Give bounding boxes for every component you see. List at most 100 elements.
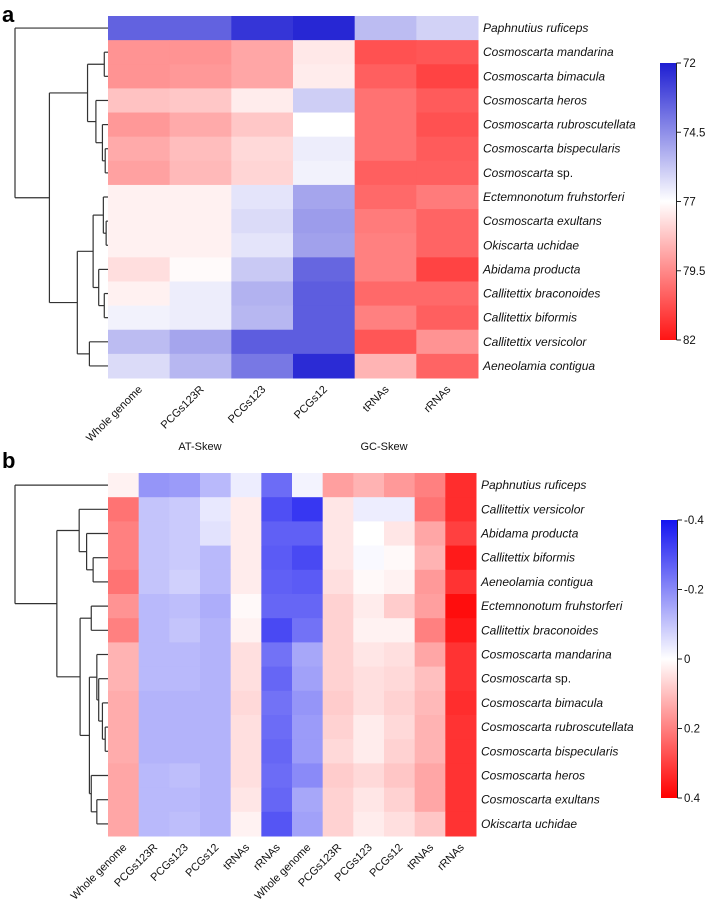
heatmap-cell — [384, 521, 416, 547]
heatmap-cell — [261, 715, 293, 740]
heatmap-cell — [414, 715, 446, 740]
dendrogram — [14, 27, 108, 367]
heatmap-cell — [169, 642, 201, 668]
heatmap-cell — [138, 811, 170, 837]
heatmap-cell — [354, 233, 417, 258]
heatmap-cell — [108, 160, 171, 186]
heatmap-cell — [445, 690, 477, 716]
heatmap-cell — [231, 233, 294, 258]
heatmap-cell — [445, 642, 477, 668]
row-label: Abidama producta — [482, 262, 581, 276]
heatmap-cell — [230, 739, 262, 764]
heatmap-cell — [108, 715, 140, 740]
colorbar-tick-label: 77 — [683, 197, 696, 209]
heatmap-cell — [230, 545, 262, 571]
heatmap-cell — [354, 281, 417, 307]
column-label: tRNAs — [221, 841, 252, 872]
heatmap-cell — [231, 305, 294, 331]
heatmap-cell — [138, 521, 170, 547]
heatmap-cell — [445, 715, 477, 740]
heatmap-cell — [169, 545, 201, 571]
heatmap-cell — [416, 40, 479, 65]
heatmap-cell — [138, 497, 170, 522]
heatmap-cell — [414, 569, 446, 595]
heatmap-cell — [354, 160, 417, 186]
heatmap-cell — [200, 569, 232, 595]
heatmap-cell — [292, 811, 324, 837]
heatmap-cell — [200, 521, 232, 547]
heatmap-cell — [384, 811, 416, 837]
group-label: AT-Skew — [178, 441, 221, 453]
heatmap-cell — [292, 715, 324, 740]
heatmap-cell — [108, 594, 140, 619]
heatmap-cell — [261, 739, 293, 764]
column-label: rRNAs — [422, 383, 454, 415]
column-label: Whole genome — [69, 842, 130, 900]
heatmap-cell — [353, 545, 385, 571]
heatmap-cell — [354, 64, 417, 89]
heatmap-cell — [261, 763, 293, 789]
heatmap-cell — [169, 690, 201, 716]
heatmap-cell — [384, 618, 416, 643]
heatmap-cell — [230, 811, 262, 837]
heatmap-cell — [292, 497, 324, 522]
heatmap-cell — [261, 666, 293, 692]
heatmap-cell — [200, 594, 232, 619]
heatmap-cell — [445, 811, 477, 837]
heatmap-cell — [293, 233, 356, 258]
heatmap-cell — [261, 497, 293, 522]
heatmap-cell — [261, 618, 293, 643]
heatmap-cell — [292, 545, 324, 571]
heatmap-cell — [231, 160, 294, 186]
heatmap-cell — [231, 88, 294, 114]
heatmap-cell — [293, 160, 356, 186]
heatmap-cell — [108, 739, 140, 764]
heatmap-cell — [169, 666, 201, 692]
heatmap-cell — [169, 715, 201, 740]
heatmap-cell — [416, 305, 479, 331]
heatmap-cell — [230, 763, 262, 789]
row-label: Cosmoscarta sp. — [483, 166, 573, 180]
heatmap-cell — [138, 618, 170, 643]
heatmap-cell — [169, 233, 232, 258]
heatmap-cell — [445, 473, 477, 498]
heatmap-cell — [292, 594, 324, 619]
dendrogram — [14, 484, 108, 825]
heatmap-cell — [384, 545, 416, 571]
heatmap-cell — [293, 112, 356, 138]
heatmap-cell — [231, 329, 294, 355]
heatmap-cell — [293, 64, 356, 89]
heatmap-cell — [416, 257, 479, 282]
heatmap-cell — [353, 473, 385, 498]
row-label: Cosmoscarta bimacula — [483, 69, 605, 83]
heatmap-cell — [108, 473, 140, 498]
heatmap-cell — [354, 184, 417, 210]
group-label: GC-Skew — [360, 441, 407, 453]
heatmap-cell — [354, 88, 417, 114]
heatmap-cell — [353, 497, 385, 522]
heatmap-cell — [292, 569, 324, 595]
heatmap-cell — [230, 618, 262, 643]
heatmap-cell — [169, 209, 232, 234]
heatmap-cell — [414, 545, 446, 571]
heatmap-cell — [354, 329, 417, 355]
heatmap-cell — [138, 594, 170, 619]
heatmap-cell — [169, 257, 232, 282]
heatmap-cell — [445, 787, 477, 813]
heatmap-cell — [108, 545, 140, 571]
heatmap-cell — [414, 690, 446, 716]
heatmap-cell — [414, 787, 446, 813]
heatmap-cell — [292, 521, 324, 547]
column-label: PCGs123R — [159, 384, 207, 432]
heatmap-cell — [138, 473, 170, 498]
heatmap-cell — [108, 642, 140, 668]
colorbar — [660, 63, 676, 340]
heatmap-cell — [384, 642, 416, 668]
heatmap-cell — [416, 160, 479, 186]
heatmap-cell — [200, 545, 232, 571]
heatmap-cell — [414, 811, 446, 837]
heatmap-cell — [322, 763, 354, 789]
row-label: Okiscarta uchidae — [483, 238, 579, 252]
heatmap-cell — [293, 329, 356, 355]
